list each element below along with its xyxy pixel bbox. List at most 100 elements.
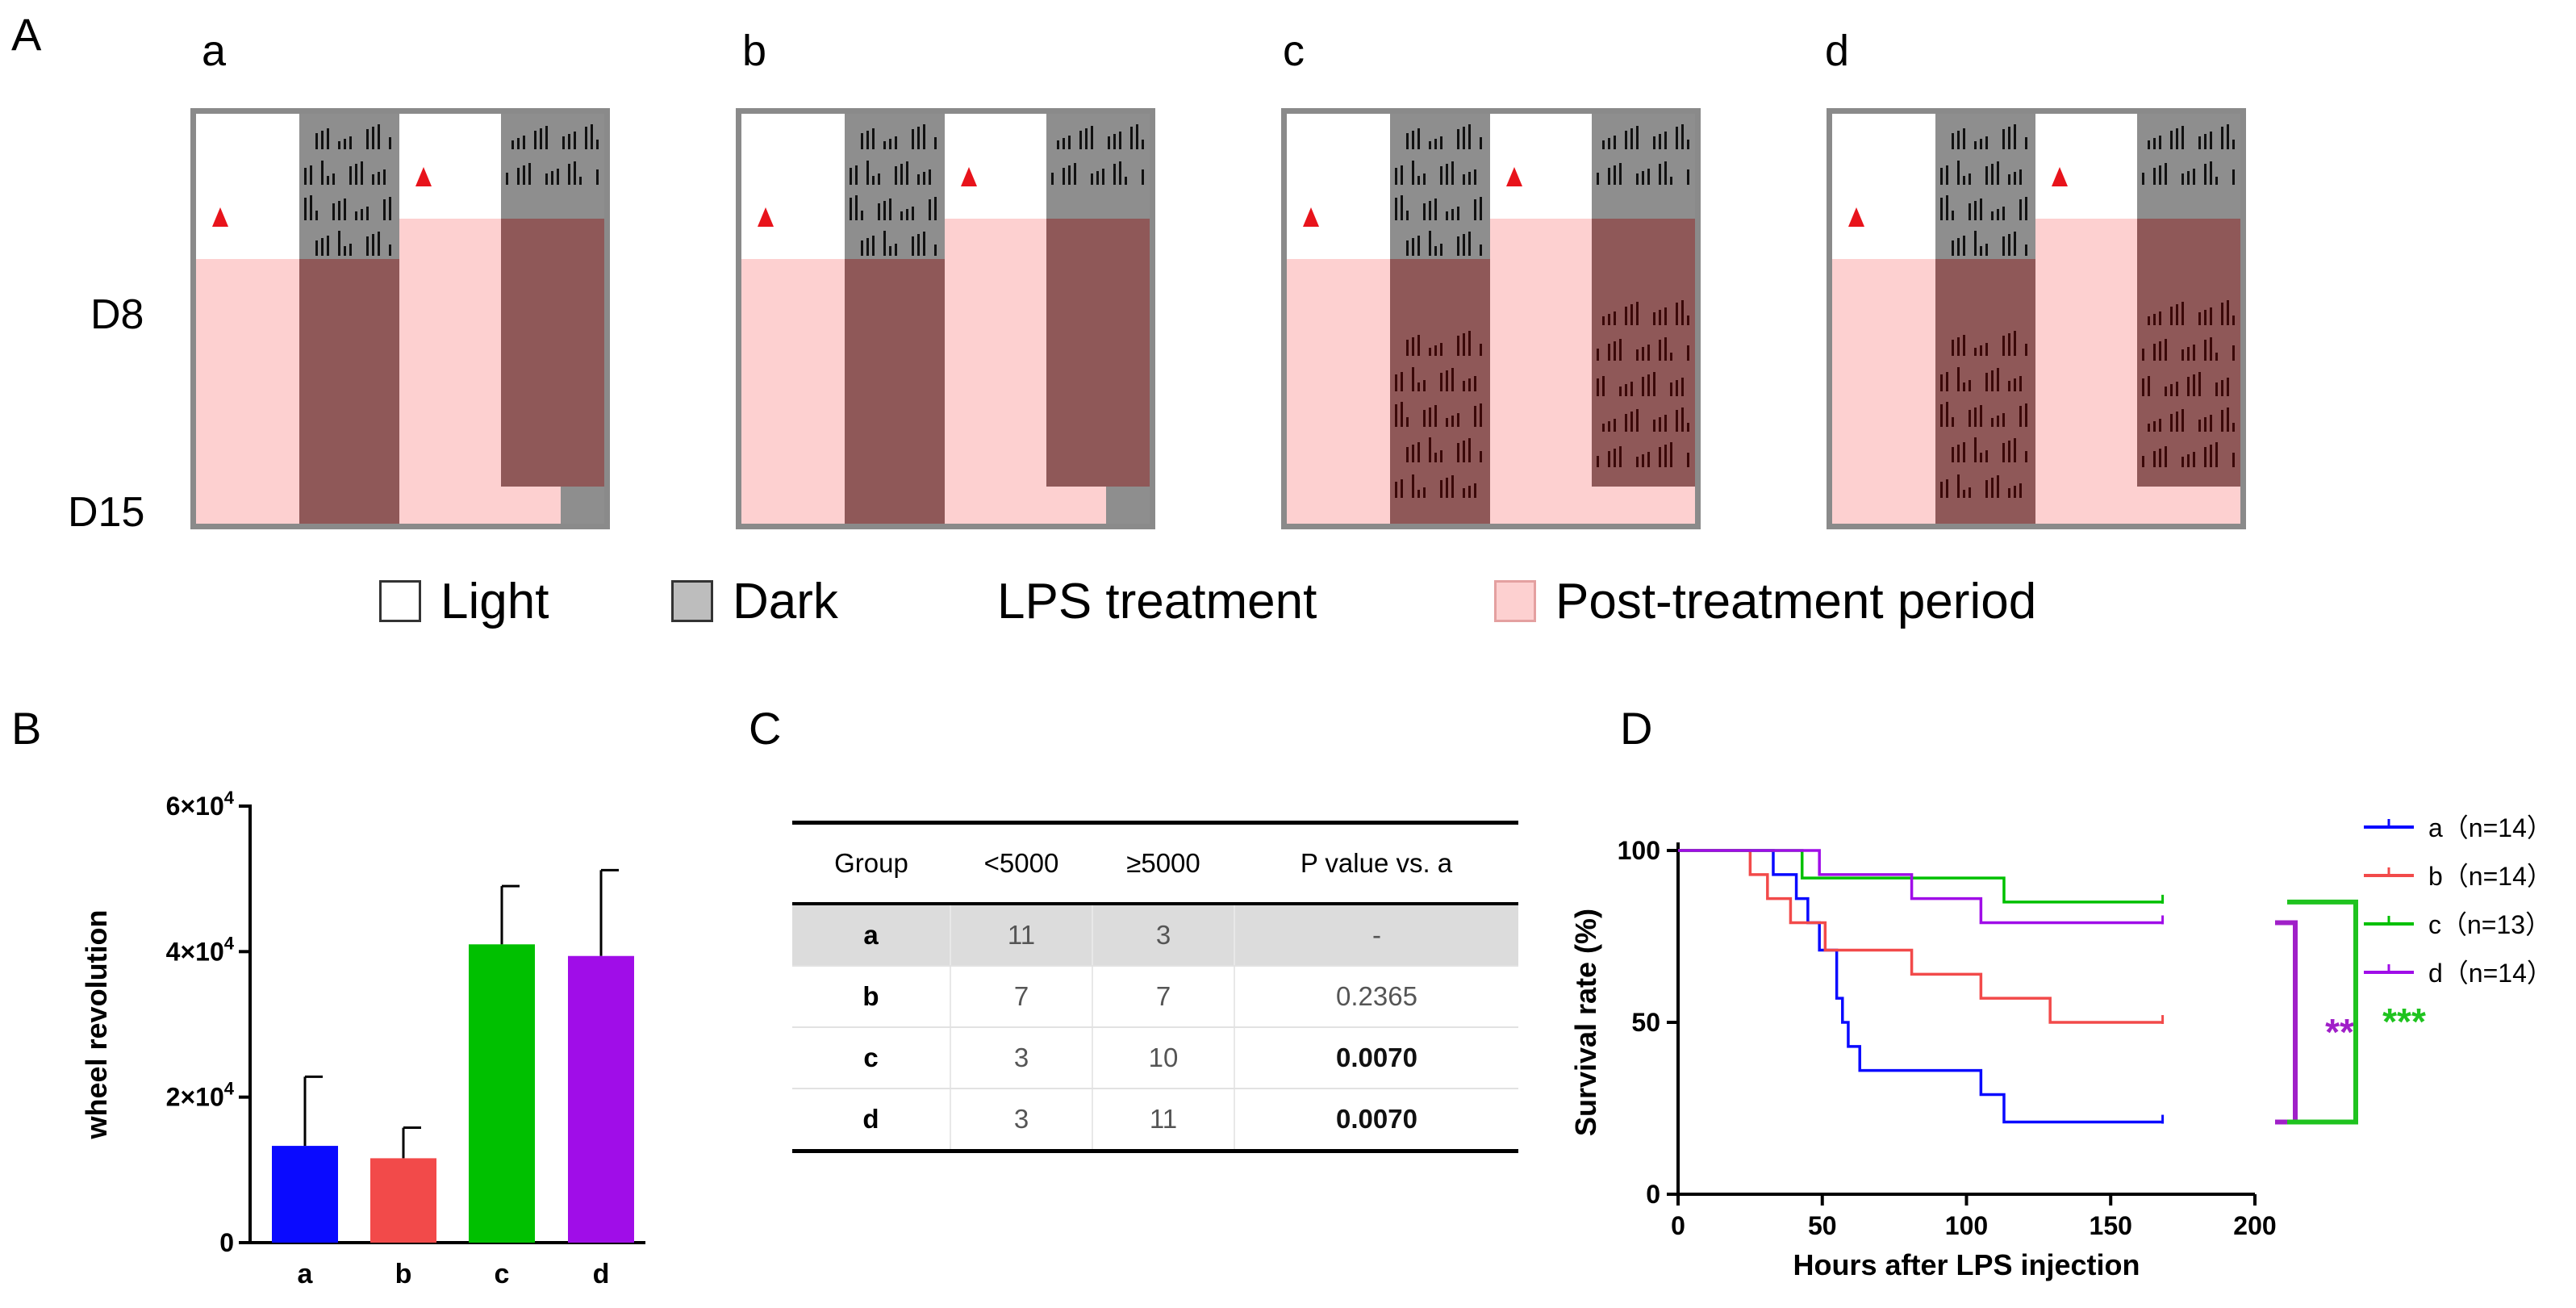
activity-bar <box>1997 475 1999 498</box>
table-header: Group <box>792 822 950 905</box>
activity-bar <box>1417 442 1420 462</box>
activity-bar <box>1969 203 1971 220</box>
activity-bar <box>596 140 599 149</box>
activity-bar <box>2210 161 2212 185</box>
row-label-d8: D8 <box>90 291 144 338</box>
activity-bar <box>2014 124 2016 149</box>
activity-bar <box>1468 331 1471 356</box>
activity-bar <box>1974 201 1977 220</box>
panel-label-c: C <box>749 703 782 754</box>
activity-bar <box>2142 378 2144 396</box>
activity-bar <box>2198 312 2201 325</box>
activity-bar <box>1412 161 1414 185</box>
activity-bar <box>1957 474 1960 498</box>
activity-bar <box>1670 442 1672 467</box>
x-axis-title: Hours after LPS injection <box>1793 1248 2140 1281</box>
y-tick-label: 2×104 <box>166 1079 235 1112</box>
activity-bar <box>2187 171 2190 185</box>
activity-bar <box>1434 345 1437 356</box>
activity-bar <box>2215 353 2218 361</box>
activity-bar <box>1113 164 1116 185</box>
activity-bar <box>2153 421 2156 432</box>
activity-bar <box>1457 336 1459 356</box>
activity-bar <box>1051 173 1054 185</box>
activity-bar <box>1423 410 1426 427</box>
post-treatment-region <box>196 259 299 524</box>
activity-bar <box>1681 300 1684 325</box>
activity-bar <box>2153 138 2156 149</box>
activity-bar <box>1429 201 1431 220</box>
activity-bar <box>1412 474 1414 498</box>
x-tick-label: d <box>593 1259 610 1289</box>
activity-bar <box>1614 341 1616 361</box>
activity-bar <box>1468 438 1471 462</box>
activity-bar <box>2181 302 2184 325</box>
activity-bar <box>889 198 891 220</box>
activity-bar <box>1406 240 1409 256</box>
activity-bar <box>1597 456 1599 467</box>
activity-bar <box>349 136 352 149</box>
activity-bar <box>861 211 863 220</box>
activity-bar <box>528 163 531 185</box>
activity-bar <box>1676 410 1678 432</box>
activity-bar <box>1130 127 1133 149</box>
activity-bar <box>1463 174 1465 185</box>
activity-bar <box>1406 417 1409 427</box>
activity-bar <box>327 128 329 149</box>
activity-bar <box>1401 402 1403 427</box>
activity-bar <box>2014 331 2016 356</box>
activity-bar <box>1602 376 1605 396</box>
panel-label-b: B <box>11 703 42 754</box>
y-axis-title: Survival rate (%) <box>1569 909 1602 1136</box>
activity-bar <box>1957 131 1960 149</box>
activity-bar <box>2210 132 2212 149</box>
activity-bar <box>1659 134 1661 149</box>
activity-bar <box>1474 169 1476 185</box>
activity-bar <box>1406 447 1409 462</box>
activity-bar <box>1974 348 1977 356</box>
activity-bar <box>1474 376 1476 391</box>
post-treatment-dark <box>1046 219 1150 487</box>
activity-bar <box>2002 129 2005 149</box>
activity-bar <box>1687 345 1689 361</box>
activity-bar <box>1608 421 1610 432</box>
activity-bar <box>1997 416 1999 427</box>
activity-bar <box>2204 417 2207 432</box>
activity-bar <box>1969 410 1971 427</box>
activity-bar <box>1647 169 1650 185</box>
activity-bar <box>511 140 514 149</box>
activity-bar <box>2019 483 2022 498</box>
activity-bar <box>338 201 340 220</box>
activity-bar <box>1463 127 1465 149</box>
activity-bar <box>866 131 869 149</box>
table-cell: c <box>792 1027 951 1089</box>
activity-bar <box>1997 161 1999 185</box>
activity-bar <box>1991 211 1994 220</box>
activity-bar <box>1974 141 1977 149</box>
activity-bar <box>1608 451 1610 467</box>
table-cell: 3 <box>950 1027 1093 1089</box>
activity-bar <box>1091 126 1093 149</box>
activity-bar <box>2198 372 2201 396</box>
activity-bar <box>372 234 374 256</box>
activity-bar <box>321 238 324 256</box>
activity-bar <box>1480 244 1482 256</box>
activity-bar <box>917 174 920 185</box>
table-row: a 11 3 - <box>792 904 1518 967</box>
activity-bar <box>1608 168 1610 185</box>
activity-bar <box>855 165 858 185</box>
activity-bar <box>523 136 525 149</box>
post-treatment-dark <box>501 219 604 487</box>
activity-bar <box>1446 164 1448 185</box>
activity-bar <box>1687 316 1689 325</box>
activity-bar <box>1602 140 1605 149</box>
activity-bar <box>2227 300 2229 325</box>
activity-bar <box>1463 488 1465 498</box>
table-cell: 0.2365 <box>1234 966 1518 1028</box>
activity-bar <box>1597 378 1599 396</box>
x-tick-label: 100 <box>1945 1211 1988 1240</box>
activity-bar <box>2210 445 2212 467</box>
activity-bar <box>929 169 931 185</box>
activity-bar <box>850 198 852 220</box>
activity-bar <box>1401 372 1403 391</box>
